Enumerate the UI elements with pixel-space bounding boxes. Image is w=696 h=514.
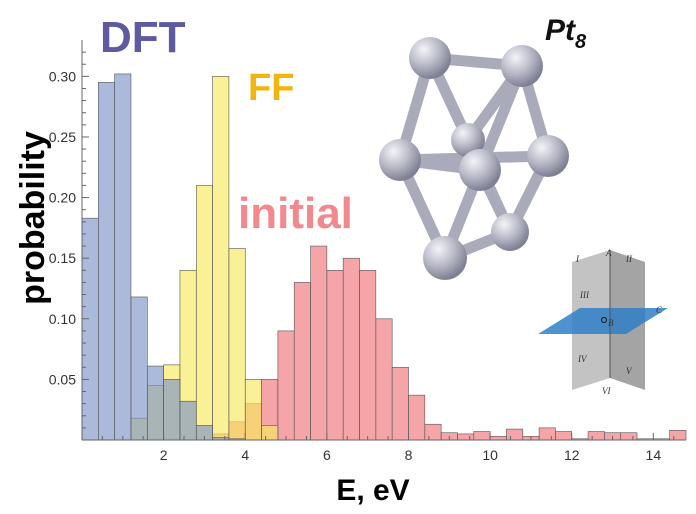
plane-C-label: C bbox=[656, 305, 663, 315]
bar-initial bbox=[326, 270, 344, 441]
x-tick-label: 12 bbox=[564, 447, 580, 463]
bar-ff bbox=[212, 76, 230, 441]
region-II-label: II bbox=[625, 254, 633, 264]
region-V-label: V bbox=[626, 366, 633, 376]
region-III-label: III bbox=[579, 290, 590, 300]
bar-ff bbox=[244, 379, 262, 441]
bar-dft bbox=[179, 400, 197, 441]
bar-ff bbox=[195, 185, 213, 441]
bar-initial bbox=[620, 432, 638, 441]
bar-initial bbox=[391, 366, 409, 441]
bar-dft bbox=[146, 365, 164, 441]
x-tick-label: 2 bbox=[160, 447, 168, 463]
bar-initial bbox=[277, 330, 295, 441]
y-tick-label: 0.15 bbox=[49, 250, 76, 266]
bar-initial bbox=[359, 270, 377, 441]
plane-regions-inset: I II III IV V VI A B C bbox=[538, 248, 668, 396]
bars-layer bbox=[81, 73, 687, 441]
y-tick-label: 0.10 bbox=[49, 311, 76, 327]
y-tick-label: 0.20 bbox=[49, 190, 76, 206]
x-tick-label: 4 bbox=[241, 447, 249, 463]
labels-layer: E, eV probability initial FF DFT bbox=[14, 13, 410, 507]
x-tick-label: 14 bbox=[646, 447, 662, 463]
bar-initial bbox=[342, 257, 360, 441]
x-tick-label: 10 bbox=[482, 447, 498, 463]
molecule-label: Pt8 bbox=[545, 14, 587, 53]
axes-layer: 0.05 0.10 0.15 0.20 0.25 0.30 2 4 6 8 10 12 14 bbox=[49, 40, 686, 463]
bar-dft bbox=[81, 217, 99, 441]
bar-initial bbox=[293, 282, 311, 441]
axis-A-label: A bbox=[605, 248, 612, 258]
bar-initial bbox=[310, 245, 328, 441]
bar-initial bbox=[473, 431, 491, 441]
bar-initial bbox=[587, 431, 605, 441]
bar-dft bbox=[130, 296, 148, 441]
bar-initial bbox=[408, 394, 426, 441]
region-VI-label: VI bbox=[602, 386, 611, 396]
bar-initial bbox=[489, 436, 507, 441]
bar-initial bbox=[506, 428, 524, 441]
bar-dft bbox=[114, 73, 132, 441]
region-I-label: I bbox=[575, 254, 580, 264]
point-B-label: B bbox=[608, 318, 614, 328]
bar-dft bbox=[98, 82, 115, 441]
bar-initial bbox=[555, 431, 573, 441]
x-axis-label: E, eV bbox=[336, 474, 409, 507]
y-tick-label: 0.30 bbox=[49, 68, 76, 84]
bar-initial bbox=[457, 433, 475, 441]
series-dft-bars bbox=[81, 73, 246, 441]
bar-dft bbox=[163, 379, 181, 441]
series-label-initial: initial bbox=[238, 189, 353, 238]
bar-initial bbox=[424, 423, 442, 441]
pt8-cluster-illustration bbox=[379, 37, 569, 280]
region-IV-label: IV bbox=[577, 354, 588, 364]
y-axis-label: probability bbox=[14, 131, 52, 305]
bar-initial bbox=[375, 318, 393, 441]
bar-initial bbox=[538, 427, 556, 441]
x-tick-label: 6 bbox=[323, 447, 331, 463]
x-tick-label: 8 bbox=[405, 447, 413, 463]
series-label-dft: DFT bbox=[100, 13, 186, 62]
bar-ff bbox=[261, 425, 279, 441]
y-tick-label: 0.25 bbox=[49, 129, 76, 145]
series-label-ff: FF bbox=[248, 67, 294, 109]
y-tick-label: 0.05 bbox=[49, 371, 76, 387]
bar-ff bbox=[228, 248, 246, 441]
bar-initial bbox=[669, 430, 687, 441]
